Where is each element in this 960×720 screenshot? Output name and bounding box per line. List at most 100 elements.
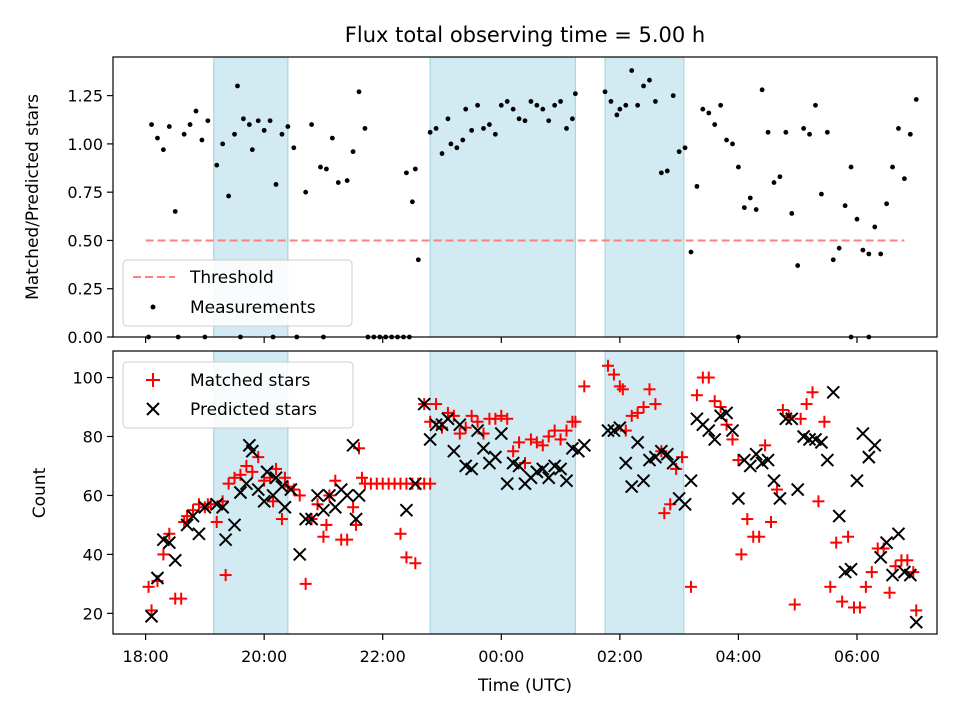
measurement-point: [149, 122, 154, 127]
predicted-stars-point: [719, 406, 734, 420]
measurement-point: [700, 106, 706, 112]
predicted-stars-point: [553, 462, 568, 476]
predicted-stars-point: [239, 476, 254, 491]
measurement-point: [454, 145, 460, 151]
matched-stars-point: [830, 536, 843, 549]
matched-legend-label: Matched stars: [190, 371, 310, 391]
y-tick-label: 80: [83, 427, 103, 446]
measurement-point: [807, 131, 812, 137]
matched-stars-point: [341, 533, 354, 546]
matched-stars-point: [157, 548, 170, 561]
predicted-stars-point: [245, 444, 260, 458]
matched-stars-point: [741, 513, 754, 526]
predicted-stars-point: [192, 527, 206, 541]
matched-stars-point: [765, 515, 778, 528]
predicted-stars-point: [257, 494, 271, 509]
predicted-stars-point: [340, 488, 354, 503]
y-tick-label: 20: [83, 604, 103, 623]
measurement-point: [214, 162, 220, 168]
matched-stars-point: [631, 406, 644, 419]
matched-stars-point: [578, 380, 591, 393]
measurement-point: [836, 245, 842, 251]
measurement-point: [670, 93, 676, 99]
measurement-point: [718, 102, 724, 108]
measurement-point: [427, 129, 433, 135]
matched-stars-point: [842, 530, 855, 543]
measurement-point: [789, 211, 795, 216]
predicted-legend-marker: [146, 402, 160, 416]
predicted-stars-point: [494, 426, 508, 441]
measurement-point: [356, 89, 362, 95]
ratio-measurements-layer: [146, 68, 919, 340]
measurement-point: [688, 249, 694, 255]
matched-stars-point: [548, 424, 561, 437]
measurement-point: [291, 145, 297, 151]
matched-stars-point: [400, 551, 413, 564]
matched-stars-point: [299, 577, 312, 590]
matched-stars-point: [702, 371, 715, 384]
measurement-point: [235, 83, 240, 89]
predicted-stars-point: [218, 532, 233, 547]
measurement-point: [155, 135, 160, 141]
y-tick-label: 60: [83, 486, 103, 505]
matched-stars-point: [347, 501, 360, 514]
observing-window-band: [604, 350, 685, 635]
predicted-stars-point: [749, 447, 763, 461]
predicted-stars-point: [767, 474, 781, 488]
measurement-point: [602, 89, 608, 95]
matched-stars-point: [542, 430, 555, 443]
measurement-point: [463, 106, 469, 112]
measurement-point: [813, 102, 818, 108]
matched-stars-point: [554, 433, 567, 446]
measurement-point: [872, 224, 878, 230]
matched-stars-point: [788, 598, 801, 611]
matched-stars-point: [524, 433, 537, 446]
predicted-stars-point: [429, 417, 443, 432]
predicted-stars-point: [198, 500, 212, 514]
y-tick-label: 40: [83, 545, 103, 564]
predicted-stars-point: [162, 535, 177, 550]
predicted-stars-point: [873, 550, 888, 565]
predicted-stars-point: [304, 512, 319, 526]
matched-stars-point: [430, 398, 443, 411]
measurement-point: [412, 166, 418, 172]
x-tick-label: 00:00: [478, 647, 524, 666]
predicted-stars-point: [773, 491, 787, 506]
matched-stars-point: [708, 395, 721, 408]
matched-legend-marker: [146, 373, 160, 387]
measurement-point: [415, 257, 421, 263]
measurement-point: [747, 195, 753, 201]
measurement-point: [187, 122, 193, 127]
predicted-stars-point: [826, 385, 840, 399]
x-tick-label: 20:00: [241, 647, 287, 666]
measurement-point: [303, 189, 309, 195]
predicted-stars-point: [346, 438, 360, 453]
measurement-point: [641, 83, 646, 89]
x-tick-label: 18:00: [123, 647, 169, 666]
measurement-point: [318, 164, 323, 170]
measurement-point: [469, 127, 475, 133]
observing-window-band: [429, 350, 576, 635]
measurement-point: [220, 141, 226, 147]
predicted-stars-point: [868, 438, 882, 453]
matched-stars-point: [824, 580, 837, 593]
matched-stars-point: [240, 459, 253, 472]
matched-stars-layer: [142, 359, 923, 617]
measurement-point: [896, 126, 901, 131]
predicted-stars-point: [903, 568, 918, 582]
predicted-stars-point: [316, 503, 331, 517]
measurement-point: [629, 68, 635, 73]
y-tick-label: 100: [72, 369, 103, 388]
predicted-stars-point: [601, 423, 615, 438]
matched-stars-point: [759, 439, 772, 452]
measurement-point: [172, 209, 178, 214]
predicted-stars-point: [310, 488, 325, 503]
measurements-legend-marker: [150, 304, 156, 310]
measurement-point: [777, 174, 783, 180]
predicted-stars-point: [790, 482, 805, 497]
measurement-point: [730, 141, 735, 147]
measurement-point: [848, 164, 854, 170]
matched-stars-point: [637, 401, 650, 414]
measurement-point: [246, 122, 252, 127]
predicted-stars-point: [453, 417, 467, 432]
